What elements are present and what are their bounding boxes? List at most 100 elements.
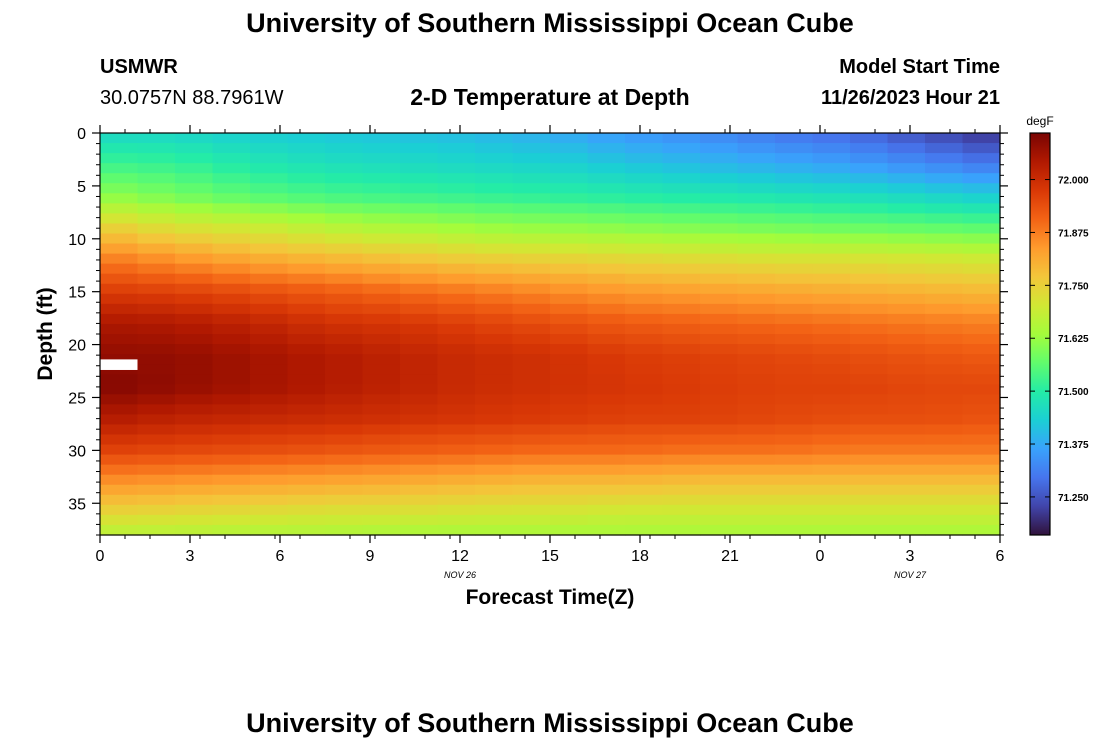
heatmap-cell	[550, 354, 589, 365]
heatmap-cell	[437, 334, 476, 345]
heatmap-cell	[925, 514, 964, 526]
heatmap-cell	[512, 354, 551, 365]
colorbar-tick-label: 71.250	[1058, 493, 1089, 504]
heatmap-cell	[362, 133, 401, 144]
heatmap-cell	[137, 364, 176, 375]
heatmap-cell	[550, 434, 589, 446]
heatmap-cell	[325, 494, 364, 506]
page-title: University of Southern Mississippi Ocean…	[246, 8, 854, 38]
heatmap-cell	[700, 484, 739, 496]
heatmap-cell	[100, 263, 139, 275]
heatmap-cell	[662, 213, 701, 225]
heatmap-cell	[287, 354, 326, 365]
heatmap-cell	[212, 434, 251, 446]
heatmap-cell	[587, 434, 626, 446]
heatmap-cell	[625, 133, 664, 144]
heatmap-cell	[475, 514, 514, 526]
heatmap-cell	[587, 323, 626, 335]
heatmap-cell	[662, 364, 701, 375]
heatmap-cell	[737, 514, 776, 526]
heatmap-cell	[100, 444, 139, 456]
heatmap-cell	[175, 293, 214, 305]
heatmap-cell	[475, 183, 514, 194]
heatmap-cell	[362, 454, 401, 466]
footer-title: University of Southern Mississippi Ocean…	[246, 708, 854, 738]
heatmap-cell	[775, 384, 814, 395]
heatmap-cell	[175, 133, 214, 144]
heatmap-cell	[100, 374, 139, 385]
heatmap-cell	[737, 253, 776, 265]
heatmap-cell	[812, 504, 851, 516]
heatmap-cell	[700, 434, 739, 446]
heatmap-cell	[100, 313, 139, 325]
heatmap-cell	[362, 183, 401, 194]
heatmap-cell	[437, 233, 476, 245]
heatmap-cell	[362, 313, 401, 325]
heatmap-cell	[850, 444, 889, 456]
heatmap-cell	[550, 484, 589, 496]
heatmap-cell	[662, 504, 701, 516]
heatmap-cell	[137, 183, 176, 194]
heatmap-cell	[587, 133, 626, 144]
heatmap-cell	[550, 153, 589, 164]
heatmap-cell	[512, 374, 551, 385]
heatmap-cell	[287, 133, 326, 144]
heatmap-cell	[100, 484, 139, 496]
heatmap-cell	[100, 434, 139, 446]
heatmap-cell	[700, 374, 739, 385]
heatmap-cell	[962, 494, 1001, 506]
heatmap-cell	[287, 364, 326, 375]
heatmap-cell	[325, 243, 364, 255]
heatmap-cell	[100, 494, 139, 506]
heatmap-cell	[662, 243, 701, 255]
heatmap-cell	[137, 143, 176, 154]
heatmap-cell	[437, 173, 476, 184]
heatmap-cell	[850, 143, 889, 154]
heatmap-cell	[250, 203, 289, 214]
heatmap-cell	[400, 283, 439, 295]
heatmap-cell	[325, 334, 364, 345]
heatmap-cell	[587, 514, 626, 526]
heatmap-cell	[287, 303, 326, 315]
heatmap-cell	[325, 223, 364, 235]
y-tick-label: 5	[77, 179, 86, 196]
heatmap-cell	[550, 454, 589, 466]
heatmap-cell	[362, 464, 401, 476]
heatmap-cell	[925, 143, 964, 154]
heatmap-cell	[250, 484, 289, 496]
heatmap-cell	[250, 273, 289, 285]
heatmap-cell	[512, 133, 551, 144]
heatmap-cell	[137, 243, 176, 255]
colorbar-tick-label: 72.000	[1058, 176, 1089, 187]
heatmap-cell	[775, 313, 814, 325]
heatmap-cell	[775, 524, 814, 536]
heatmap-cell	[475, 133, 514, 144]
heatmap-cell	[212, 374, 251, 385]
heatmap-cell	[812, 153, 851, 164]
heatmap-cell	[287, 293, 326, 305]
heatmap-cell	[850, 233, 889, 245]
heatmap-cell	[662, 374, 701, 385]
heatmap-cell	[962, 263, 1001, 275]
heatmap-cell	[925, 374, 964, 385]
heatmap-cell	[962, 364, 1001, 375]
heatmap-cell	[662, 283, 701, 295]
heatmap-cell	[700, 283, 739, 295]
heatmap-cell	[362, 233, 401, 245]
heatmap-cell	[400, 193, 439, 204]
heatmap-cell	[737, 474, 776, 486]
heatmap-cell	[100, 153, 139, 164]
heatmap-cell	[962, 514, 1001, 526]
heatmap-cell	[137, 454, 176, 466]
heatmap-cell	[662, 384, 701, 395]
heatmap-cell	[400, 444, 439, 456]
heatmap-cell	[512, 203, 551, 214]
heatmap-cell	[212, 283, 251, 295]
heatmap-cell	[700, 133, 739, 144]
heatmap-cell	[925, 273, 964, 285]
heatmap-cell	[362, 444, 401, 456]
heatmap-cell	[700, 163, 739, 174]
heatmap-cell	[325, 153, 364, 164]
heatmap-cell	[550, 253, 589, 265]
heatmap-cell	[512, 163, 551, 174]
